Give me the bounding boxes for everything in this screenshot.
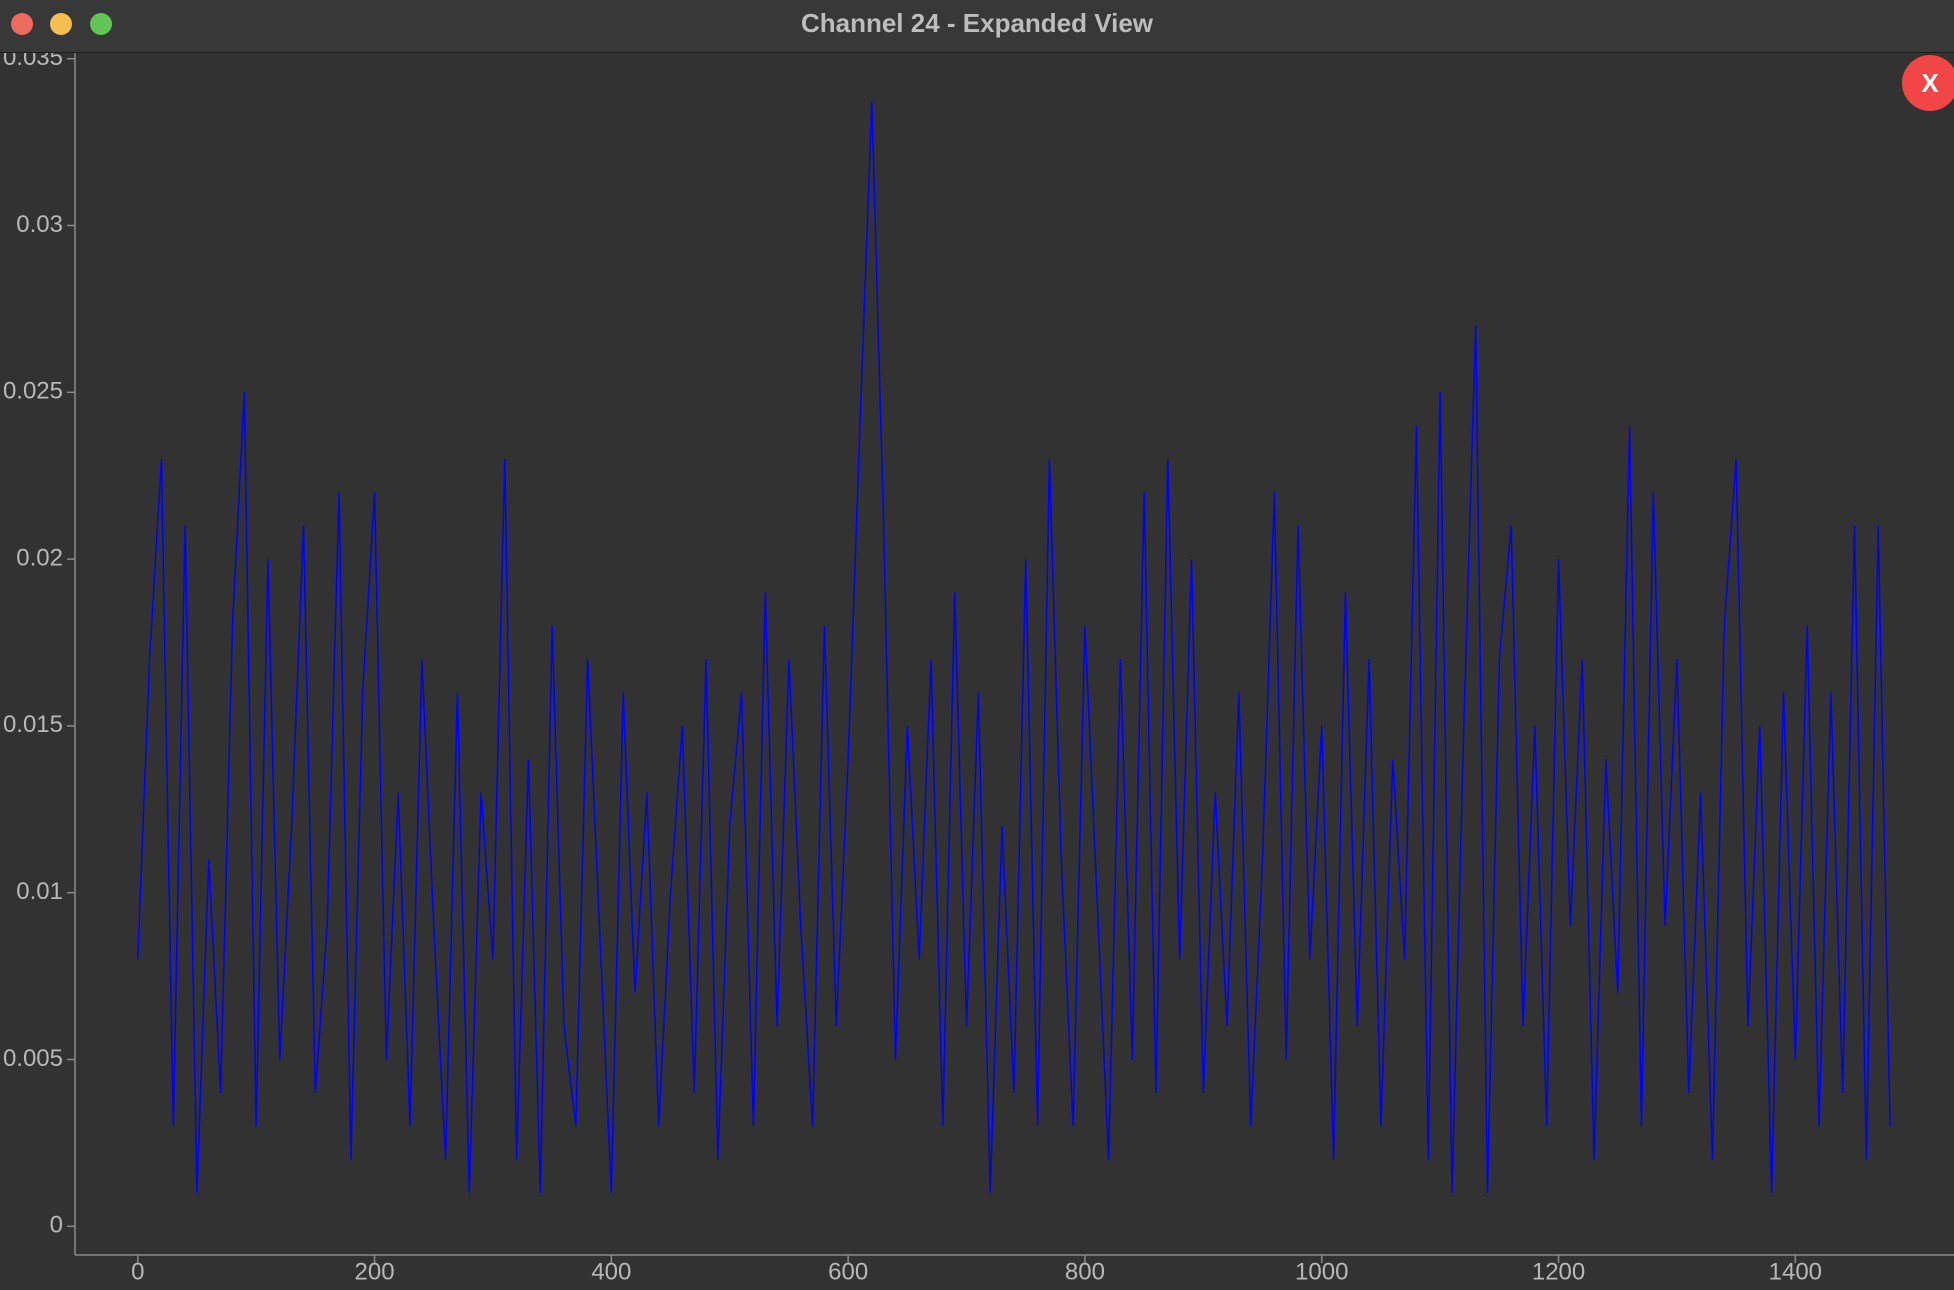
title-bar: Channel 24 - Expanded View [0,0,1954,53]
window-title: Channel 24 - Expanded View [800,8,1154,38]
x-tick-label: 600 [828,1258,868,1285]
x-tick-label: 200 [355,1258,395,1285]
x-tick-label: 0 [131,1258,144,1285]
y-tick-label: 0 [50,1212,63,1239]
y-tick-label: 0.03 [16,211,63,238]
y-tick-label: 0.005 [3,1045,63,1072]
y-tick-label: 0.02 [16,544,63,571]
x-tick-label: 1200 [1532,1258,1585,1285]
y-tick-label: 0.015 [3,711,63,738]
x-tick-label: 1400 [1769,1258,1822,1285]
x-tick-label: 1000 [1295,1258,1348,1285]
signal-line [137,102,1891,1193]
x-tick-label: 400 [591,1258,631,1285]
x-tick-label: 800 [1065,1258,1105,1285]
close-button[interactable]: X [1902,55,1954,111]
y-tick-label: 0.01 [16,878,63,905]
close-light[interactable] [11,13,33,35]
zoom-light[interactable] [90,13,112,35]
y-tick-label: 0.025 [3,378,63,405]
minimize-light[interactable] [50,13,72,35]
